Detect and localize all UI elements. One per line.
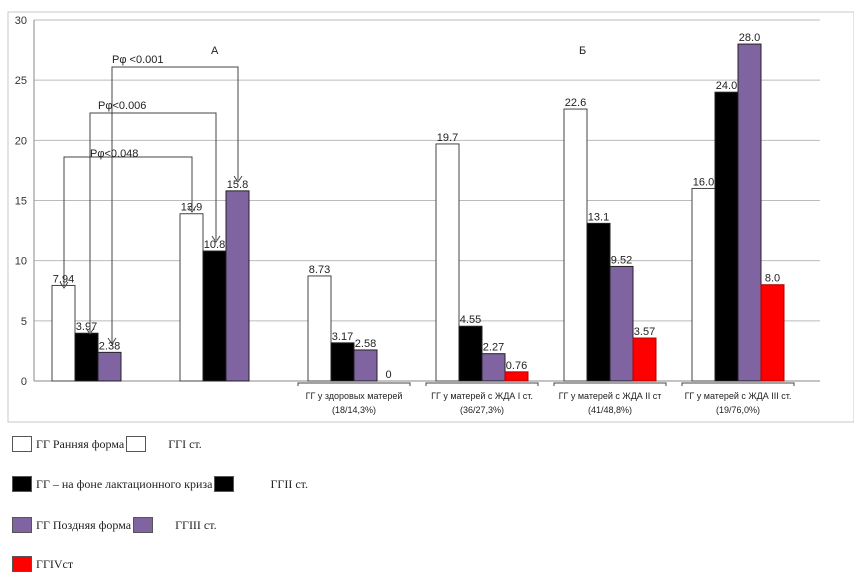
legend-label-grade3: ГГIII ст. [175,517,217,532]
plot-frame [7,11,854,423]
bar [632,337,657,382]
bar [563,108,588,382]
legend-row-4: ГГIVст [12,556,73,572]
bar [586,222,611,382]
category-label: ГГ у здоровых матерей [306,391,403,401]
legend-row-1: ГГ Ранняя форма ГГI ст. [12,436,202,452]
legend-swatch-grade2 [214,476,235,492]
legend-label-grade1: ГГI ст. [168,436,202,451]
y-tick-label: 20 [15,135,27,147]
gridlines [34,19,820,322]
value-labels: 7.943.972.3813.910.815.88.733.172.58019.… [53,32,780,381]
category-sublabel: (36/27,3%) [460,405,504,415]
bar-value-label: 8.73 [309,264,330,276]
y-tick-label: 15 [15,196,27,208]
bar-value-label: 8.0 [765,273,780,285]
panel-label-b: Б [579,45,586,57]
y-tick-label: 0 [21,376,27,388]
legend-label-lactation: ГГ – на фоне лактационного криза [36,476,213,491]
legend-label-early: ГГ Ранняя форма [36,436,125,451]
bar [504,371,529,382]
bar-value-label: 3.17 [332,331,353,343]
y-axis-ticks: 0 5 10 15 20 25 30 [15,15,27,388]
bar-value-label: 15.8 [227,179,248,191]
bar-value-label: 2.27 [483,342,504,354]
bar [458,325,483,382]
bar [737,43,762,382]
bar-value-label: 22.6 [565,97,586,109]
bar [202,250,227,382]
y-tick-label: 10 [15,256,27,268]
legend-swatch-early [12,436,32,452]
bar-value-label: 3.97 [76,321,97,333]
legend-swatch-grade4 [12,556,32,572]
legend-swatch-grade1 [126,436,147,452]
category-bracket [681,382,795,386]
bar [609,265,634,382]
y-tick-label: 30 [15,15,27,27]
bar-value-label: 28.0 [739,32,760,44]
y-tick-label: 5 [21,316,27,328]
legend-swatch-grade3 [133,517,154,533]
category-bracket [297,382,411,386]
significance-label-1: Pφ <0.001 [112,54,163,66]
legend-row-2: ГГ – на фоне лактационного криза ГГII ст… [12,476,308,492]
bar [330,342,355,382]
bar [714,91,739,382]
legend-label-late: ГГ Поздняя форма [36,517,132,532]
bar-value-label: 19.7 [437,132,458,144]
category-labels: ГГ у здоровых матерей (18/14,3%) ГГ у мате… [297,382,795,415]
bar-value-label: 13.1 [588,211,609,223]
bar [51,284,76,382]
bar-value-label: 9.52 [611,254,632,266]
y-tick-label: 25 [15,75,27,87]
bar [760,284,785,382]
significance-label-2: Pφ<0.006 [98,100,146,112]
bar [691,187,716,382]
category-sublabel: (18/14,3%) [332,405,376,415]
category-label: ГГ у матерей с ЖДА III ст. [685,391,792,401]
category-sublabel: (41/48,8%) [588,405,632,415]
legend-row-3: ГГ Поздняя форма ГГIII ст. [12,517,217,533]
bar-value-label: 16.0 [693,176,714,188]
legend-swatch-lactation [12,476,32,492]
bar [435,143,460,382]
category-bracket [553,382,667,386]
legend-label-grade4: ГГIVст [36,556,74,571]
category-sublabel: (19/76,0%) [716,405,760,415]
bar [307,275,332,382]
bar [353,349,378,382]
bar-value-label: 2.58 [355,338,376,350]
bar-value-label: 0 [385,369,391,381]
bars-layer [51,43,785,382]
bar [225,190,250,382]
panel-label-a: А [211,45,219,57]
bar-value-label: 3.57 [634,326,655,338]
significance-brackets [59,66,243,345]
bar-value-label: 10.8 [204,239,225,251]
category-bracket [425,382,539,386]
legend-swatch-late [12,517,32,533]
bar-value-label: 4.55 [460,314,481,326]
bar-value-label: 0.76 [506,360,527,372]
bar [74,332,99,382]
category-label: ГГ у матерей с ЖДА II ст [559,391,662,401]
bar [179,213,204,382]
bar [481,353,506,382]
bar-value-label: 2.38 [99,340,120,352]
category-label: ГГ у матерей с ЖДА I ст. [431,391,533,401]
bar [97,351,122,382]
significance-label-3: Pφ<0.048 [90,148,138,160]
bar-value-label: 24.0 [716,80,737,92]
legend-label-grade2: ГГII ст. [270,476,309,491]
